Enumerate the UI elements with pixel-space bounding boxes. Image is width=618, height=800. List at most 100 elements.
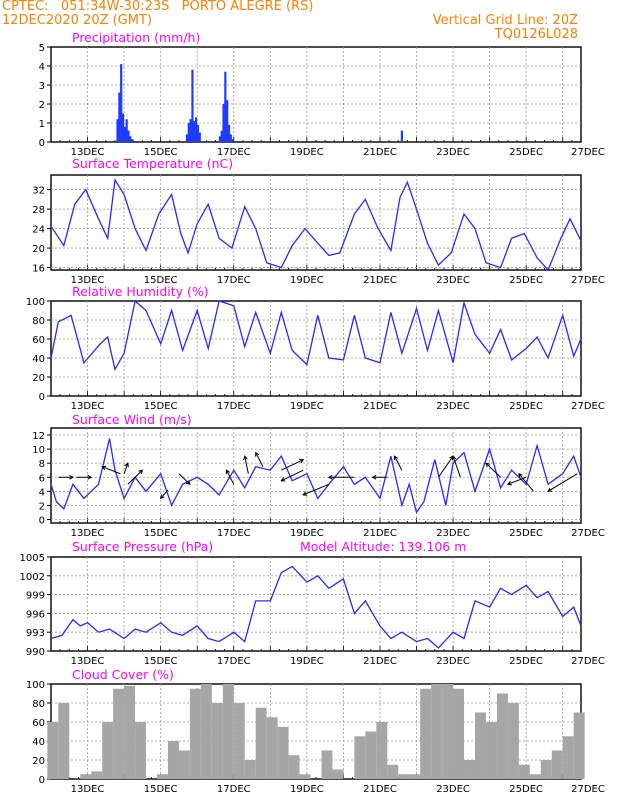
cloud-bar xyxy=(453,688,465,779)
pressure-xtick-label: 23DEC xyxy=(436,656,470,667)
header-model-id: TQ0126L028 xyxy=(494,27,578,42)
wind-ytick-label: 4 xyxy=(39,487,45,498)
cloud-bar xyxy=(354,736,366,779)
cloud-xtick-label: 27DEC xyxy=(571,784,605,795)
humidity-xtick-label: 25DEC xyxy=(509,401,543,412)
cloud-bar xyxy=(167,741,179,779)
precip-bar xyxy=(218,136,221,142)
wind-ytick-label: 6 xyxy=(39,473,45,484)
humidity-ytick-label: 60 xyxy=(32,335,45,346)
humidity-xtick-label: 21DEC xyxy=(363,401,397,412)
cloud-bar xyxy=(551,750,563,779)
humidity-frame xyxy=(50,300,582,397)
cloud-xtick-label: 15DEC xyxy=(144,784,178,795)
pressure-ytick-label: 996 xyxy=(26,609,45,620)
wind-ytick-label: 0 xyxy=(39,515,45,526)
precip-bar xyxy=(193,121,196,142)
cloud-bar xyxy=(80,774,92,779)
humidity-ytick-label: 40 xyxy=(32,354,45,365)
precip-bar xyxy=(120,64,123,142)
wind-arrow xyxy=(518,473,534,492)
wind-arrow xyxy=(244,456,249,474)
wind-arrow-head xyxy=(225,469,231,475)
temp-ytick-label: 20 xyxy=(32,244,45,255)
cloud-bar xyxy=(409,774,421,779)
cloud-bar xyxy=(113,688,125,779)
pressure-subtitle: Model Altitude: 139.106 m xyxy=(300,539,466,554)
precip-bar xyxy=(220,130,223,142)
wind-arrow xyxy=(281,459,304,471)
wind-arrow xyxy=(101,466,121,475)
temp-xtick-label: 15DEC xyxy=(144,275,178,286)
wind-arrow xyxy=(255,452,264,467)
wind-ytick-label: 10 xyxy=(32,445,45,456)
precip-bar xyxy=(400,130,403,142)
cloud-ytick-label: 80 xyxy=(32,699,45,710)
header-line1: CPTEC: 051:34W-30:23S PORTO ALEGRE (RS) xyxy=(2,0,314,14)
cloud-bar xyxy=(562,736,574,779)
humidity-ytick-label: 100 xyxy=(26,297,45,308)
humidity-series-line xyxy=(50,299,582,372)
humidity-ytick-label: 80 xyxy=(32,316,45,327)
precip-bar xyxy=(196,124,200,142)
cloud-bar xyxy=(288,755,300,779)
pressure-frame xyxy=(50,556,582,652)
wind-xtick-label: 13DEC xyxy=(71,528,105,539)
cloud-xtick-label: 19DEC xyxy=(290,784,324,795)
cloud-bar xyxy=(102,722,114,779)
cloud-bar xyxy=(58,703,70,779)
precip-bar xyxy=(123,126,126,142)
wind-arrow xyxy=(438,455,454,478)
temp-title: Surface Temperature (nC) xyxy=(72,156,233,171)
precip-xtick-label: 23DEC xyxy=(436,147,470,158)
temp-xtick-label: 21DEC xyxy=(363,275,397,286)
humidity-title: Relative Humidity (%) xyxy=(72,284,209,299)
pressure-xtick-label: 15DEC xyxy=(144,656,178,667)
precip-bar xyxy=(226,100,229,142)
cloud-bar xyxy=(135,722,147,779)
cloud-bar xyxy=(222,684,234,779)
pressure-xtick-label: 13DEC xyxy=(71,656,105,667)
cloud-bar xyxy=(157,774,168,779)
cloud-xtick-label: 25DEC xyxy=(509,784,543,795)
cloud-bar xyxy=(431,684,443,779)
pressure-xtick-label: 25DEC xyxy=(509,656,543,667)
precip-ytick-label: 0 xyxy=(39,138,45,149)
cloud-bar xyxy=(91,771,103,779)
temp-xtick-label: 17DEC xyxy=(217,275,251,286)
wind-arrow xyxy=(547,473,578,492)
precip-bar xyxy=(185,134,189,142)
pressure-ytick-label: 999 xyxy=(26,591,45,602)
cloud-title: Cloud Cover (%) xyxy=(72,667,174,682)
wind-xtick-label: 23DEC xyxy=(436,528,470,539)
humidity-xtick-label: 13DEC xyxy=(71,401,105,412)
precip-ytick-label: 3 xyxy=(39,81,45,92)
wind-series-line xyxy=(50,438,582,514)
precip-ytick-label: 5 xyxy=(39,43,45,54)
precip-xtick-label: 25DEC xyxy=(509,147,543,158)
pressure-series-line xyxy=(50,565,582,649)
precip-bar xyxy=(116,119,119,142)
wind-xtick-label: 19DEC xyxy=(290,528,324,539)
wind-frame xyxy=(50,427,582,524)
precip-bar xyxy=(121,113,125,142)
cloud-bar xyxy=(178,750,190,779)
cloud-bar xyxy=(365,731,377,779)
wind-arrow-head xyxy=(371,474,377,480)
cloud-bar xyxy=(299,774,311,779)
precip-bar xyxy=(125,119,128,142)
wind-arrow-head xyxy=(138,469,144,475)
cloud-bar xyxy=(189,688,201,779)
wind-arrow xyxy=(281,469,304,482)
wind-arrow-head xyxy=(518,472,523,478)
wind-arrow xyxy=(123,463,129,474)
cloud-bar xyxy=(200,684,212,779)
cloud-bar xyxy=(573,712,585,779)
wind-ytick-label: 2 xyxy=(39,501,45,512)
precip-bar xyxy=(224,71,227,142)
cloud-bar xyxy=(233,703,245,779)
wind-arrow-head xyxy=(299,458,305,464)
pressure-xtick-label: 17DEC xyxy=(217,656,251,667)
wind-arrow-head xyxy=(185,480,191,486)
wind-arrow xyxy=(452,455,461,478)
